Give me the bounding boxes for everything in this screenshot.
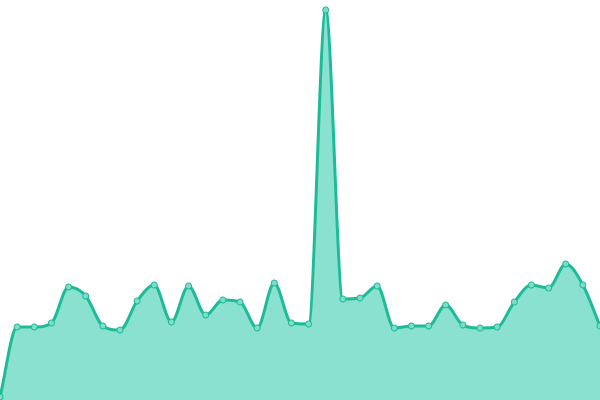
data-point-16 <box>270 279 278 287</box>
data-point-4 <box>65 283 73 291</box>
data-point-9 <box>150 281 158 289</box>
data-point-29 <box>493 323 501 331</box>
data-point-19 <box>322 6 330 14</box>
data-point-27 <box>459 321 467 329</box>
data-point-21 <box>356 294 364 302</box>
data-point-0 <box>0 393 4 400</box>
data-point-1 <box>13 323 21 331</box>
data-point-8 <box>133 297 141 305</box>
data-point-34 <box>579 281 587 289</box>
data-point-13 <box>219 296 227 304</box>
data-point-22 <box>373 282 381 290</box>
data-point-17 <box>287 319 295 327</box>
data-point-5 <box>82 292 90 300</box>
data-point-14 <box>236 298 244 306</box>
markers <box>0 6 600 400</box>
data-point-30 <box>510 298 518 306</box>
data-point-3 <box>47 319 55 327</box>
data-point-23 <box>390 324 398 332</box>
data-point-6 <box>99 322 107 330</box>
data-point-20 <box>339 295 347 303</box>
data-point-33 <box>562 260 570 268</box>
data-point-35 <box>596 322 600 330</box>
data-point-31 <box>527 281 535 289</box>
data-point-10 <box>167 318 175 326</box>
area-fill <box>0 10 600 400</box>
data-point-28 <box>476 324 484 332</box>
data-point-7 <box>116 326 124 334</box>
data-point-12 <box>202 311 210 319</box>
data-point-15 <box>253 324 261 332</box>
data-point-25 <box>425 322 433 330</box>
data-point-32 <box>545 284 553 292</box>
data-point-18 <box>305 320 313 328</box>
data-point-2 <box>30 323 38 331</box>
data-point-11 <box>185 282 193 290</box>
data-point-26 <box>442 301 450 309</box>
data-point-24 <box>407 322 415 330</box>
